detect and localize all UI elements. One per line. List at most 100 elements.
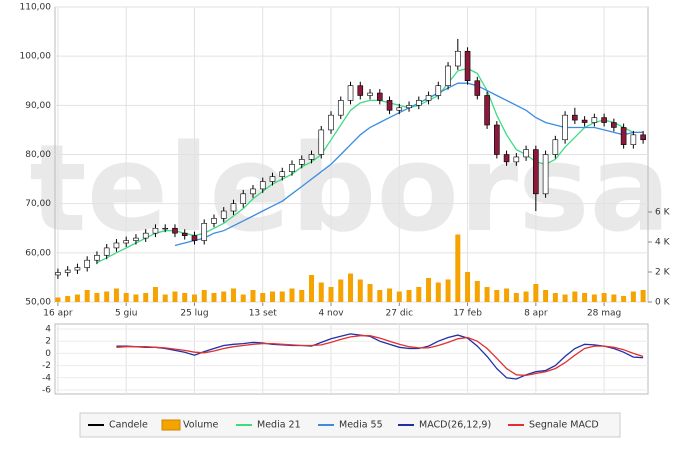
macd-tick-label: -6	[42, 386, 51, 396]
volume-bar	[562, 294, 568, 302]
candle-body	[425, 95, 432, 101]
candle-body	[181, 232, 188, 236]
legend-swatch	[161, 419, 181, 431]
volume-bar	[260, 293, 266, 302]
candle-body	[55, 272, 61, 276]
volume-bar	[630, 291, 636, 302]
candle-body	[308, 154, 315, 160]
legend-label: Media 55	[339, 420, 383, 431]
volume-bar	[133, 294, 139, 302]
candle-body	[523, 149, 529, 158]
candle-body	[406, 105, 412, 109]
volume-bar	[84, 290, 90, 302]
macd-tick-label: 4	[45, 325, 51, 335]
candle-body	[474, 80, 481, 96]
candle-body	[513, 156, 520, 163]
volume-bar	[318, 282, 324, 302]
volume-bar	[426, 278, 432, 302]
candle-body	[542, 154, 549, 195]
legend-label: Media 21	[257, 420, 301, 431]
volume-bar	[182, 293, 188, 302]
volume-bar	[172, 291, 178, 302]
volume-bar	[113, 288, 119, 302]
y2-tick-label: 0 K	[655, 298, 671, 308]
x-tick-label: 25 lug	[180, 309, 208, 319]
y-tick-label: 80,00	[25, 150, 51, 160]
y-tick-label: 90,00	[25, 101, 51, 111]
candle-body	[259, 181, 266, 190]
candle-body	[279, 171, 286, 177]
legend-label: Volume	[183, 420, 218, 431]
candle-body	[591, 117, 598, 123]
volume-bar	[621, 296, 627, 302]
volume-bar	[572, 291, 578, 302]
volume-bar	[523, 291, 529, 302]
macd-line	[116, 333, 644, 380]
candle-body	[337, 100, 344, 116]
candle-body	[630, 134, 637, 145]
volume-bar	[367, 284, 373, 302]
x-tick-label: 17 feb	[453, 309, 482, 319]
candle-body	[396, 107, 403, 111]
candle-body	[455, 50, 461, 67]
candle-body	[435, 85, 442, 96]
volume-bar	[201, 290, 207, 302]
candle-body	[220, 210, 227, 219]
candle-body	[415, 100, 422, 106]
candle-body	[298, 159, 305, 165]
volume-bar	[65, 296, 71, 302]
volume-bar	[435, 282, 441, 302]
candle-body	[142, 232, 149, 239]
volume-bar	[543, 290, 549, 302]
volume-bar	[221, 291, 227, 302]
volume-bar	[465, 272, 471, 302]
candle-body	[328, 114, 334, 131]
volume-bar	[601, 293, 607, 302]
volume-bar	[328, 287, 334, 302]
candle-body	[581, 119, 588, 123]
volume-bar	[640, 290, 646, 302]
y-tick-label: 60,00	[25, 248, 51, 258]
volume-bar	[143, 293, 149, 302]
macd-tick-label: -2	[42, 361, 51, 371]
volume-bar	[74, 294, 80, 302]
legend-label: Segnale MACD	[529, 420, 599, 431]
volume-bar	[494, 290, 500, 302]
volume-bar	[348, 273, 354, 302]
x-tick-label: 4 nov	[318, 309, 344, 319]
candle-body	[611, 122, 617, 128]
candle-body	[357, 85, 364, 96]
candle-body	[64, 269, 71, 273]
x-tick-label: 27 dic	[386, 309, 414, 319]
y2-tick-label: 2 K	[655, 268, 671, 278]
candle-body	[484, 95, 490, 126]
volume-bar	[533, 284, 539, 302]
volume-bar	[387, 288, 393, 302]
volume-bar	[299, 290, 305, 302]
volume-bar	[582, 293, 588, 302]
volume-bar	[55, 297, 61, 302]
volume-bar	[338, 279, 344, 302]
volume-bar	[250, 290, 256, 302]
candle-body	[318, 129, 325, 155]
volume-bar	[94, 293, 100, 302]
candle-body	[133, 237, 139, 241]
volume-bar	[455, 234, 461, 302]
x-tick-label: 16 apr	[43, 309, 73, 319]
legend-label: MACD(26,12,9)	[419, 420, 491, 431]
x-tick-label: 8 apr	[524, 309, 548, 319]
candle-body	[640, 134, 646, 141]
y-tick-label: 110,00	[20, 3, 52, 13]
volume-bar	[484, 287, 490, 302]
candle-body	[572, 114, 578, 121]
macd-line	[116, 335, 644, 377]
volume-bar	[445, 279, 451, 302]
candle-body	[552, 139, 559, 155]
volume-bar	[611, 294, 617, 302]
macd-panel	[54, 323, 649, 395]
candle-body	[562, 114, 568, 141]
x-tick-label: 28 mag	[587, 309, 621, 319]
candle-body	[620, 127, 627, 145]
